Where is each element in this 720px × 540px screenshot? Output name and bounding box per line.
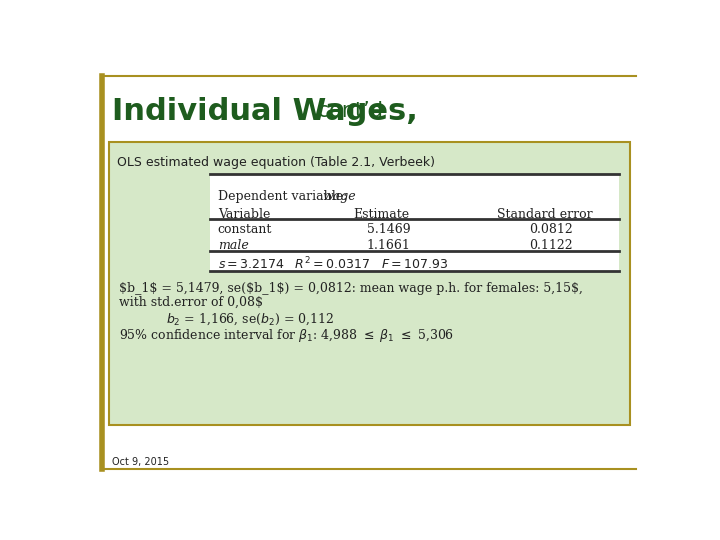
Text: 0.1122: 0.1122 xyxy=(529,239,573,252)
Text: Standard error: Standard error xyxy=(497,208,593,221)
FancyBboxPatch shape xyxy=(109,142,630,425)
Text: 5.1469: 5.1469 xyxy=(366,224,410,237)
Text: 95% confidence interval for $\beta_1$: 4,988 $\leq$ $\beta_1$ $\leq$ 5,306: 95% confidence interval for $\beta_1$: 4… xyxy=(120,327,454,343)
Text: male: male xyxy=(218,239,248,252)
Text: with std.error of 0,08$: with std.error of 0,08$ xyxy=(120,296,264,309)
Text: Variable: Variable xyxy=(218,208,270,221)
Text: 0.0812: 0.0812 xyxy=(529,224,573,237)
FancyBboxPatch shape xyxy=(210,174,618,271)
Text: Individual Wages,: Individual Wages, xyxy=(112,97,418,125)
Text: constant: constant xyxy=(218,224,272,237)
Text: Dependent variable:: Dependent variable: xyxy=(218,190,351,202)
Text: cont’d: cont’d xyxy=(311,101,383,121)
Text: wage: wage xyxy=(323,190,356,202)
Text: $b_1$ = 5,1479, se($b_1$) = 0,0812: mean wage p.h. for females: 5,15$,: $b_1$ = 5,1479, se($b_1$) = 0,0812: mean… xyxy=(120,282,583,295)
Text: $b_2$ = 1,166, se($b_2$) = 0,112: $b_2$ = 1,166, se($b_2$) = 0,112 xyxy=(166,311,334,327)
Text: $s = 3.2174$   $R^2 = 0.0317$   $F = 107.93$: $s = 3.2174$ $R^2 = 0.0317$ $F = 107.93$ xyxy=(218,256,449,272)
Text: OLS estimated wage equation (Table 2.1, Verbeek): OLS estimated wage equation (Table 2.1, … xyxy=(117,156,435,168)
Text: 1.1661: 1.1661 xyxy=(366,239,410,252)
Text: Oct 9, 2015: Oct 9, 2015 xyxy=(112,457,168,468)
Text: Estimate: Estimate xyxy=(354,208,410,221)
